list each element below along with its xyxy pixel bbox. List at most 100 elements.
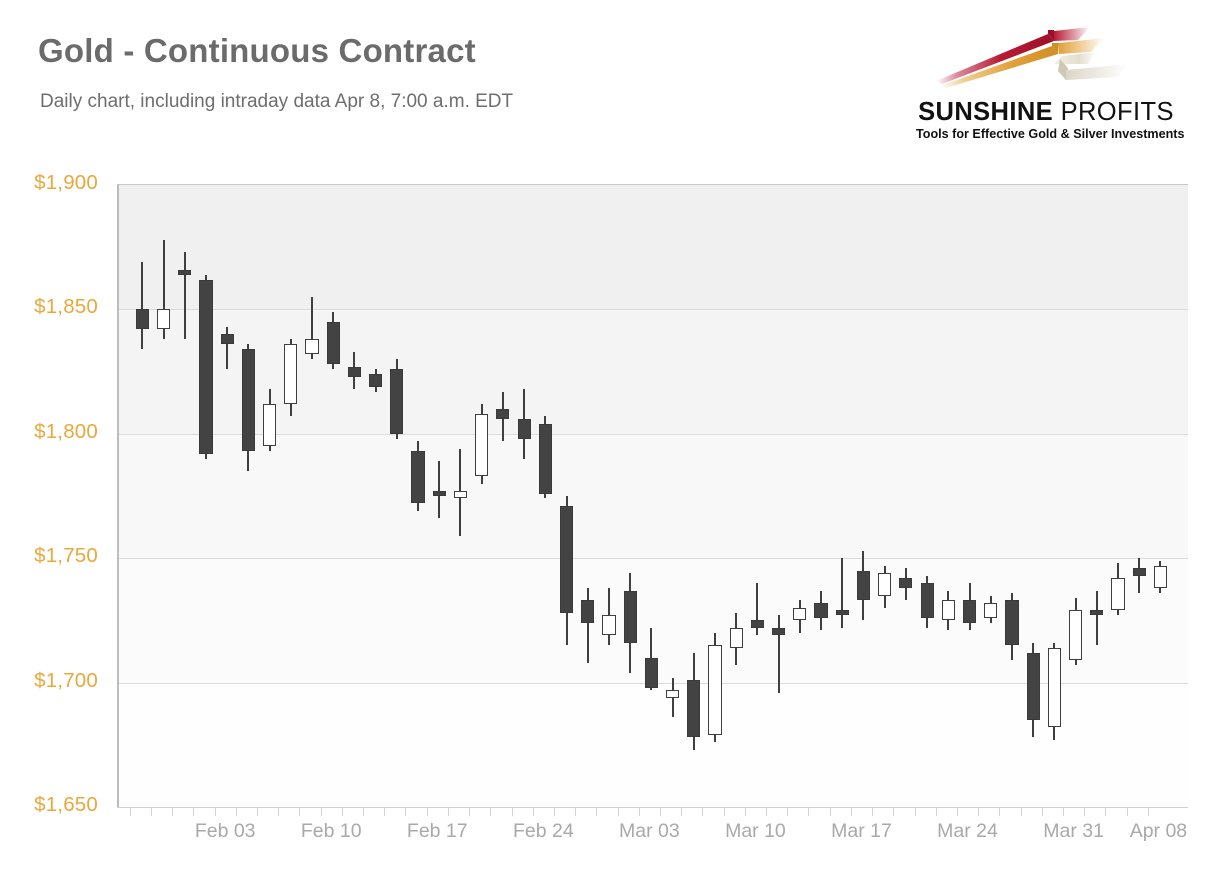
candle-body [411, 451, 425, 504]
x-axis-tick [278, 807, 280, 816]
background-band [119, 309, 1188, 434]
candle-body [899, 578, 913, 589]
candle-wick [311, 296, 313, 360]
candle-wick [226, 326, 229, 370]
candle-body [687, 680, 701, 738]
candle-body [1026, 652, 1040, 720]
logo-word-profits: PROFITS [1060, 98, 1174, 126]
candle-body [1090, 610, 1104, 616]
x-axis-tick [193, 807, 195, 816]
x-axis-tick [1020, 807, 1022, 816]
x-axis-tick [1041, 807, 1043, 816]
background-band [119, 682, 1188, 807]
y-axis-tick-label: $1,750 [34, 544, 98, 568]
candle-body [644, 657, 658, 688]
x-axis-tick [532, 807, 534, 816]
y-axis-tick-label: $1,800 [34, 419, 98, 443]
candle-body [750, 620, 764, 628]
x-axis-tick [617, 807, 619, 816]
x-axis-tick [426, 807, 428, 816]
x-axis-tick-label: Mar 24 [937, 820, 998, 842]
y-axis-tick-label: $1,850 [34, 295, 98, 319]
candle-body [263, 403, 277, 447]
candle-body [666, 690, 680, 698]
x-axis-tick [129, 807, 131, 816]
chart-header: Gold - Continuous Contract Daily chart, … [0, 0, 1224, 170]
x-axis-tick [363, 807, 365, 816]
candle-body [135, 309, 149, 330]
candle-wick [777, 615, 780, 693]
candle-body [199, 279, 213, 454]
x-axis-tick [490, 807, 492, 816]
x-axis-tick-label: Mar 03 [619, 820, 680, 842]
candle-wick [162, 239, 165, 340]
y-axis-tick-label: $1,700 [34, 668, 98, 692]
y-axis-tick-label: $1,650 [34, 793, 98, 816]
chart-subtitle: Daily chart, including intraday data Apr… [40, 91, 514, 112]
x-axis-tick [447, 807, 449, 816]
x-axis-tick [935, 807, 937, 816]
candle-body [326, 321, 340, 365]
sunburst-arrows-icon [936, 27, 1128, 88]
y-axis-tick-label: $1,900 [34, 171, 98, 194]
candle-body [284, 344, 298, 404]
candle-body [793, 607, 807, 621]
candle-body [347, 366, 361, 377]
x-axis-tick [723, 807, 725, 816]
candle-wick [586, 588, 589, 663]
x-axis-tick [1084, 807, 1086, 816]
x-axis-tick-label: Mar 31 [1043, 820, 1104, 842]
candle-wick [141, 262, 144, 350]
candle-body [941, 600, 955, 621]
x-axis-tick [469, 807, 471, 816]
x-axis-tick [150, 807, 152, 816]
x-axis-tick [914, 807, 916, 816]
candle-wick [438, 461, 441, 519]
candle-wick [756, 583, 759, 636]
candle-body [496, 408, 510, 419]
logo-word-sunshine: SUNSHINE [918, 98, 1054, 126]
background-band [119, 185, 1188, 310]
x-axis-tick [172, 807, 174, 816]
sunshine-profits-logo: SUNSHINE PROFITS Tools for Effective Gol… [916, 24, 1185, 146]
x-axis-tick-label: Feb 24 [512, 820, 574, 842]
candle-body [475, 413, 489, 477]
x-axis-tick [850, 807, 852, 816]
x-axis-tick [299, 807, 301, 816]
candle-wick [183, 252, 186, 340]
candle-body [856, 570, 871, 601]
candle-body [878, 573, 892, 596]
candle-body [538, 423, 552, 494]
x-axis-tick [872, 807, 874, 816]
candle-body [581, 600, 595, 623]
candle-body [559, 505, 574, 613]
x-axis-tick [384, 807, 386, 816]
x-axis-tick [1062, 807, 1064, 816]
candle-body [390, 369, 404, 434]
x-axis-tick [575, 807, 577, 816]
candle-body [220, 334, 234, 345]
x-axis-tick [235, 807, 237, 816]
x-axis-tick [808, 807, 810, 816]
candle-body [1132, 568, 1146, 576]
x-axis-tick-label: Feb 03 [194, 820, 256, 842]
x-axis-tick-label: Mar 10 [725, 820, 786, 842]
candle-wick [1095, 590, 1098, 646]
x-axis-tick [744, 807, 746, 816]
candle-body [962, 600, 977, 623]
candle-body [241, 349, 255, 452]
candle-body [517, 418, 531, 439]
x-axis-tick [341, 807, 343, 816]
x-axis-tick [787, 807, 789, 816]
x-axis-tick [405, 807, 407, 816]
candle-body [772, 627, 786, 636]
candle-body [814, 602, 828, 618]
candle-body [305, 339, 319, 355]
candle-body [1111, 578, 1125, 611]
x-axis-tick [320, 807, 322, 816]
background-band [119, 433, 1188, 559]
page-title: Gold - Continuous Contract [38, 32, 476, 69]
candle-body [369, 374, 383, 387]
